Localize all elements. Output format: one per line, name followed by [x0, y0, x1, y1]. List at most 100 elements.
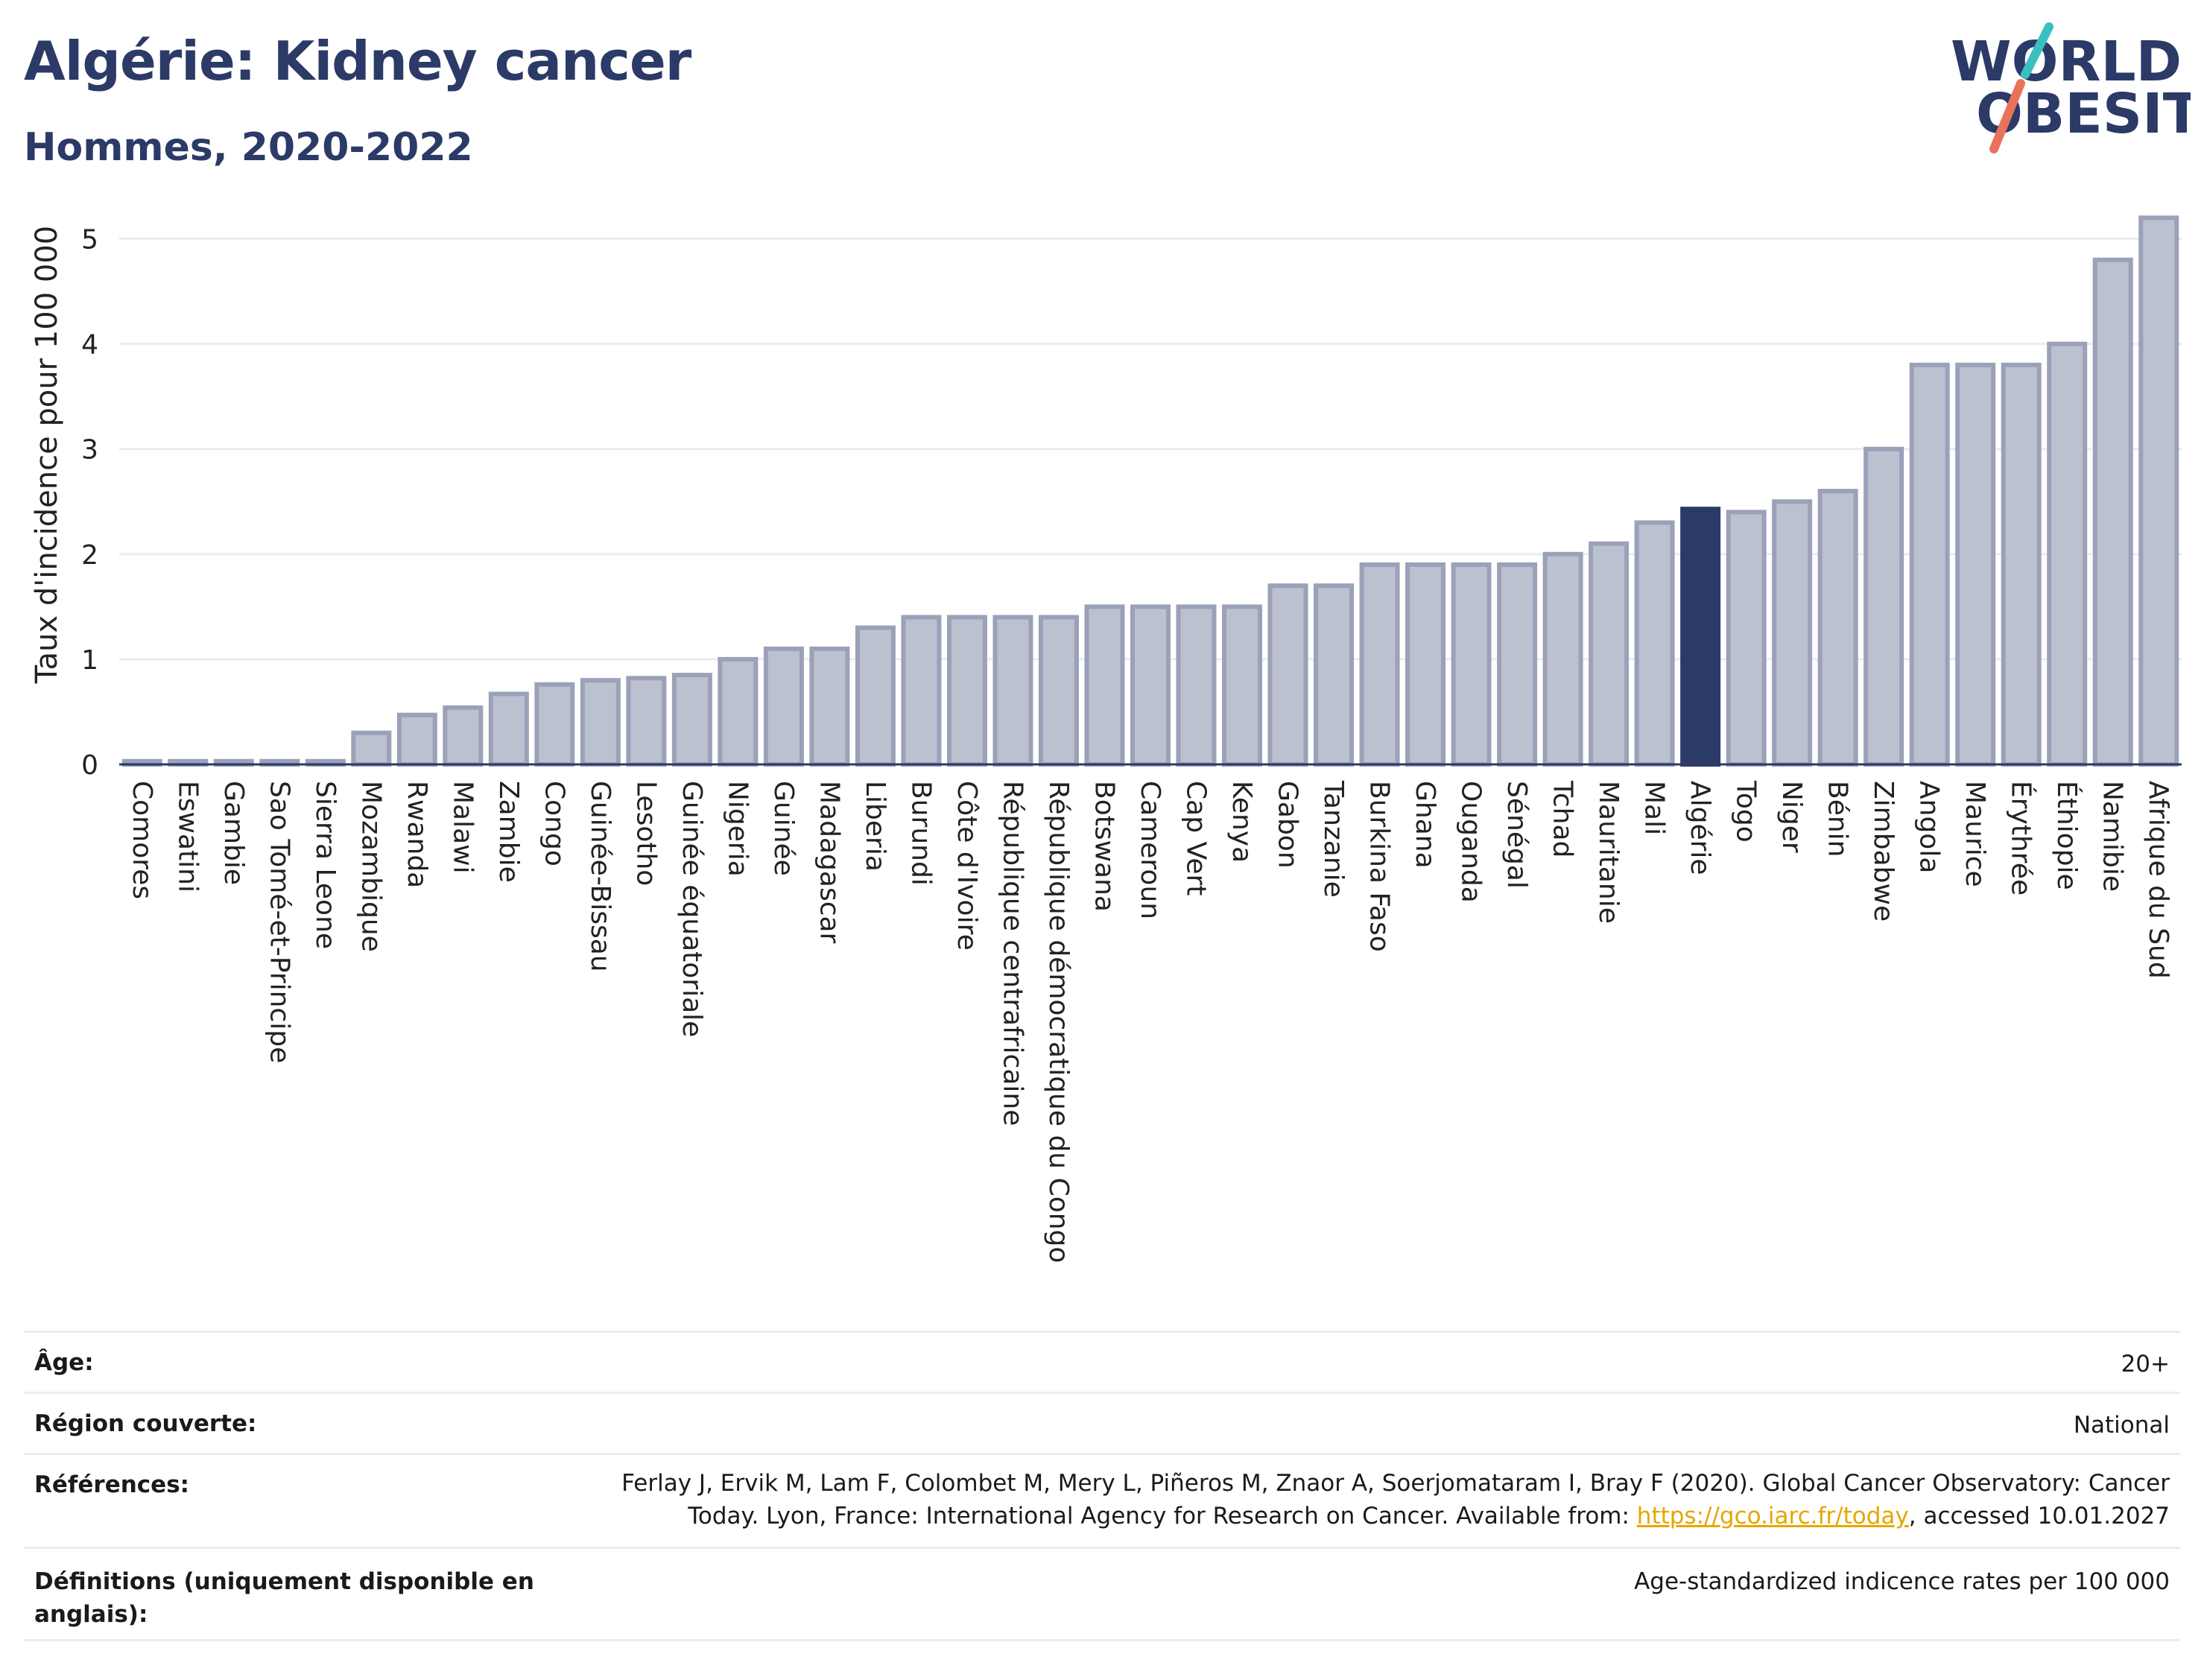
bar [351, 730, 392, 767]
x-tick-label: Guinée-Bissau [585, 781, 615, 972]
x-tick-label: République centrafricaine [997, 781, 1027, 1126]
bar [1451, 562, 1492, 767]
x-tick-label: Zambie [493, 781, 524, 883]
x-tick-label: Congo [539, 781, 569, 866]
bar [2138, 215, 2179, 767]
bar [946, 615, 987, 767]
x-tick-label: Cameroun [1135, 781, 1165, 919]
bar [901, 615, 942, 767]
bar [396, 712, 437, 767]
logo-line1: WORLD [1951, 30, 2182, 94]
bar [1359, 562, 1400, 767]
x-tick-label: Botswana [1089, 781, 1119, 912]
x-tick-label: Mauritanie [1593, 781, 1624, 924]
bars [121, 215, 2179, 767]
bar [1589, 541, 1630, 767]
bar [1680, 507, 1721, 767]
logo-slash-coral-icon [1989, 79, 2025, 153]
info-value: Ferlay J, Ervik M, Lam F, Colombet M, Me… [566, 1453, 2180, 1548]
x-tick-label: Gabon [1273, 781, 1303, 869]
bar [1772, 499, 1813, 767]
info-key: Âge: [24, 1331, 566, 1393]
bar [443, 705, 484, 767]
x-tick-label: Ghana [1410, 781, 1440, 869]
x-tick-label: Éthiopie [2051, 781, 2083, 890]
bar [1405, 562, 1446, 767]
x-tick-label: Mozambique [355, 781, 386, 952]
bar [855, 625, 896, 767]
x-tick-label: Comores [127, 781, 157, 899]
reference-line2-end: , accessed 10.01.2027 [1908, 1503, 2170, 1530]
x-tick-label: Burkina Faso [1364, 781, 1395, 952]
info-key: Région couverte: [24, 1392, 566, 1454]
x-tick-label: Rwanda [402, 781, 432, 888]
bar [763, 646, 804, 767]
info-value: National [566, 1392, 2180, 1454]
info-key: Définitions (uniquement disponible en an… [24, 1547, 566, 1641]
world-obesity-logo: WORLD OBESITY [1951, 22, 2191, 153]
bar [1497, 562, 1538, 767]
x-tick-label: Zimbabwe [1868, 781, 1899, 922]
y-tick-label: 3 [81, 435, 98, 466]
chart-title: Algérie: Kidney cancer [24, 30, 691, 92]
y-axis-label: Taux d'incidence pour 100 000 [30, 226, 64, 684]
y-tick-label: 4 [81, 330, 98, 361]
x-tick-label: Tanzanie [1318, 780, 1349, 898]
bar [1130, 604, 1171, 767]
info-row-region: Région couverte: National [24, 1392, 2180, 1454]
bar [626, 676, 667, 767]
x-tick-label: Guinée [768, 781, 799, 876]
bar [1726, 510, 1767, 767]
x-tick-label: Burundi [905, 781, 936, 886]
bar [1267, 583, 1308, 767]
x-tick-label: Togo [1731, 780, 1761, 843]
x-tick-label: Gambie [218, 781, 249, 885]
bar [1176, 604, 1217, 767]
x-tick-label: Afrique du Sud [2143, 781, 2173, 979]
x-tick-label: République démocratique du Congo [1043, 781, 1074, 1263]
bar [1955, 362, 1996, 767]
x-tick-label: Tchad [1548, 780, 1578, 858]
x-tick-label: Liberia [860, 781, 890, 872]
logo-slash-teal-icon [2021, 22, 2053, 79]
info-key: Références: [24, 1453, 566, 1548]
bar [718, 656, 759, 767]
x-tick-label: Sénégal [1501, 781, 1532, 889]
x-tick-label: Eswatini [172, 781, 203, 893]
bar [580, 678, 621, 767]
bar-chart: 0 1 2 3 4 5 Comores Eswatini Gambie Sao Tomé-et-… [30, 215, 2182, 1263]
bar [488, 691, 529, 767]
y-tick-label: 0 [81, 750, 98, 781]
x-tick-label: Maurice [1960, 781, 1990, 887]
x-tick-label: Côte d'Ivoire [951, 781, 982, 951]
y-tick-label: 2 [81, 540, 98, 571]
x-tick-label: Érythrée [2006, 781, 2037, 896]
bar [992, 615, 1033, 767]
reference-line2-start: Today. Lyon, France: International Agenc… [688, 1503, 1637, 1530]
bar [2047, 341, 2088, 767]
x-tick-label: Sao Tomé-et-Principe [264, 781, 294, 1063]
bar [1314, 583, 1355, 767]
bar [1634, 520, 1675, 767]
info-row-references: Références: Ferlay J, Ervik M, Lam F, Co… [24, 1453, 2180, 1548]
y-tick-label: 1 [81, 645, 98, 676]
bar [1542, 551, 1583, 767]
x-tick-label: Ouganda [1456, 781, 1486, 903]
y-tick-labels: 0 1 2 3 4 5 [81, 225, 98, 781]
x-tick-labels: Comores Eswatini Gambie Sao Tomé-et-Princip… [127, 780, 2173, 1263]
x-tick-label: Niger [1776, 781, 1807, 853]
reference-link[interactable]: https://gco.iarc.fr/today [1636, 1503, 1909, 1530]
x-tick-label: Nigeria [722, 781, 753, 877]
x-tick-label: Kenya [1226, 781, 1257, 863]
bar [2092, 257, 2133, 767]
bar [809, 646, 850, 767]
x-tick-label: Angola [1914, 781, 1945, 873]
x-tick-label: Cap Vert [1181, 781, 1212, 896]
info-table: Âge: 20+ Région couverte: National Référ… [24, 1331, 2180, 1641]
x-tick-label: Algérie [1685, 781, 1715, 875]
reference-line1: Ferlay J, Ervik M, Lam F, Colombet M, Me… [621, 1470, 2170, 1497]
bar [1817, 489, 1858, 767]
info-value: 20+ [566, 1331, 2180, 1393]
chart-subtitle: Hommes, 2020-2022 [24, 125, 473, 170]
bar [1909, 362, 1950, 767]
